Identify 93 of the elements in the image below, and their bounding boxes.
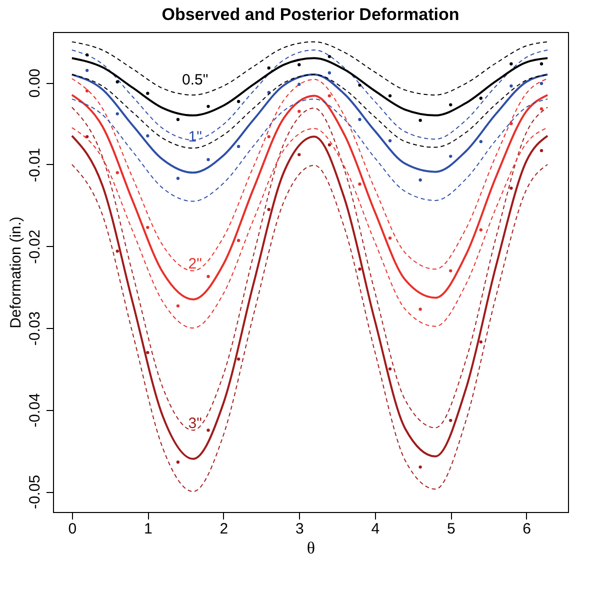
point	[116, 250, 119, 253]
point	[358, 268, 362, 271]
point	[358, 84, 362, 87]
point	[146, 350, 150, 354]
point	[328, 54, 332, 58]
x-tick-label: 6	[522, 520, 532, 538]
y-tick-label: -0.03	[26, 311, 44, 346]
point	[86, 89, 89, 92]
point	[206, 158, 210, 162]
point	[298, 63, 301, 66]
point	[146, 134, 150, 138]
point	[510, 186, 513, 190]
point	[86, 68, 89, 72]
point	[328, 71, 332, 74]
x-axis-title: θ	[306, 538, 316, 558]
point	[418, 118, 422, 122]
y-axis-title: Deformation (in.)	[8, 216, 24, 328]
series-label: 2"	[188, 255, 202, 272]
point	[540, 62, 544, 66]
point	[176, 176, 180, 180]
point	[236, 238, 240, 242]
point	[388, 367, 392, 370]
point	[388, 139, 392, 142]
point	[298, 153, 301, 156]
y-tick-label: 0.00	[26, 68, 44, 98]
point	[540, 148, 544, 152]
point	[540, 107, 544, 110]
x-tick-label: 3	[295, 520, 304, 538]
point	[267, 135, 270, 138]
y-tick-label: -0.01	[26, 148, 44, 182]
point	[418, 178, 422, 182]
point	[176, 304, 180, 308]
point	[116, 80, 119, 84]
point	[510, 62, 513, 66]
point	[449, 154, 452, 158]
point	[236, 358, 240, 361]
series-label: 1"	[188, 128, 202, 146]
chart-title: Observed and Posterior Deformation	[162, 5, 460, 24]
series-label: 0.5"	[182, 71, 208, 88]
line-series	[71, 74, 548, 149]
point	[479, 96, 482, 100]
point	[358, 118, 362, 122]
x-tick-label: 2	[220, 520, 228, 538]
series-label: 3"	[188, 414, 202, 432]
point	[116, 171, 119, 174]
line-series	[70, 94, 549, 300]
line-series	[71, 41, 548, 96]
x-tick-label: 5	[446, 520, 456, 538]
x-tick-label: 0	[68, 520, 77, 538]
point	[449, 269, 452, 272]
point	[236, 144, 240, 148]
point	[267, 66, 270, 70]
line-series	[71, 49, 548, 140]
point	[146, 92, 150, 95]
point	[479, 228, 482, 232]
line-series	[71, 98, 548, 202]
point	[236, 100, 240, 104]
point	[479, 340, 482, 344]
point	[206, 428, 210, 432]
point	[418, 465, 422, 469]
point	[479, 140, 482, 144]
point	[86, 53, 89, 56]
line-series	[70, 57, 549, 116]
point	[298, 110, 301, 113]
point	[86, 135, 89, 138]
line-series	[70, 74, 549, 174]
point	[510, 122, 513, 126]
point	[176, 460, 180, 464]
y-tick-label: -0.05	[26, 474, 44, 510]
point	[298, 82, 301, 86]
point	[540, 82, 544, 86]
y-tick-label: -0.04	[26, 393, 44, 428]
point	[146, 226, 150, 230]
point	[388, 236, 392, 240]
point	[418, 308, 422, 311]
point	[206, 104, 210, 108]
x-tick-label: 4	[371, 520, 380, 538]
y-tick-label: -0.02	[26, 230, 44, 264]
point	[328, 143, 332, 146]
point	[449, 103, 452, 106]
point	[116, 112, 119, 116]
line-series	[71, 127, 548, 329]
point	[176, 118, 180, 122]
point	[328, 94, 332, 98]
point	[510, 84, 513, 88]
x-tick-label: 1	[144, 520, 152, 538]
line-series	[71, 164, 548, 492]
point	[449, 418, 452, 422]
point	[267, 208, 270, 212]
point	[206, 274, 210, 278]
line-series	[71, 106, 548, 431]
point	[358, 182, 362, 186]
point	[388, 94, 392, 98]
